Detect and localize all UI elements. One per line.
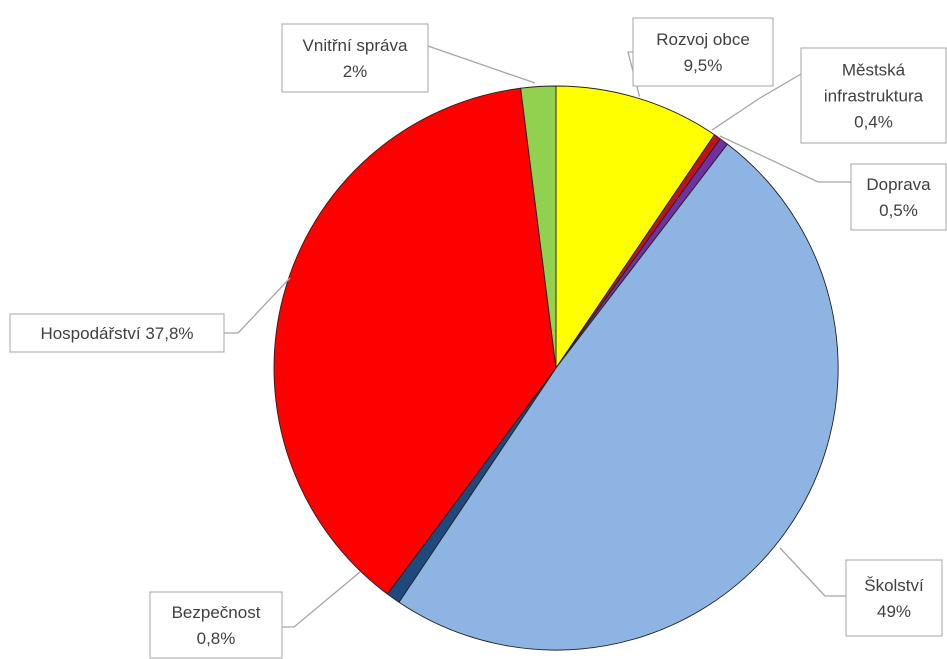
pie-slice-rozvoj-obce [555,85,716,370]
data-label-box [800,47,947,144]
data-label-text: infrastruktura [824,87,924,106]
data-label-text: Doprava [866,175,931,194]
data-label-vnitřní-správa: Vnitřní správa 2% [281,23,429,93]
data-label-box [845,559,943,637]
pie-slices [273,85,839,651]
data-label-školství: Školství 49% [845,559,943,637]
data-label-box [9,313,225,353]
leader-line-5 [224,277,291,334]
pie-slice-hospodářství [273,87,557,595]
data-label-text: Městská [842,61,906,80]
data-label-text: 9,5% [684,56,723,75]
leader-line-6 [427,45,536,84]
leader-line-3 [779,547,846,597]
data-label-text: 2% [343,62,368,81]
data-label-městská-infrastruktura: Městská infrastruktura 0,4% [800,47,947,144]
data-label-text: 0,8% [197,629,236,648]
data-label-doprava: Doprava 0,5% [850,163,947,231]
data-label-hospodářství: Hospodářství 37,8% [9,313,225,353]
data-label-text: Školství [864,576,924,595]
data-label-text: 49% [877,602,911,621]
data-label-box [281,23,429,93]
leader-lines [224,45,851,628]
leader-line-4 [282,571,361,628]
data-label-bezpečnost: Bezpečnost 0,8% [149,591,283,659]
leader-line-1 [711,73,802,131]
data-label-text: Bezpečnost [172,603,261,622]
data-label-text: Hospodářství 37,8% [40,324,193,343]
data-label-text: 0,5% [879,201,918,220]
data-label-text: Rozvoj obce [656,30,750,49]
data-label-rozvoj-obce: Rozvoj obce 9,5% [632,17,774,87]
data-label-box [850,163,947,231]
data-label-box [632,17,774,87]
pie-slice-vnitřní-správa [520,85,557,369]
data-label-box [149,591,283,659]
data-label-text: Vnitřní správa [303,36,408,55]
leader-line-2 [719,135,851,183]
data-label-text: 0,4% [854,113,893,132]
pie-slice-školství [398,143,839,651]
data-labels: Rozvoj obce 9,5% Městská infrastruktura 0,4%… [9,17,947,659]
